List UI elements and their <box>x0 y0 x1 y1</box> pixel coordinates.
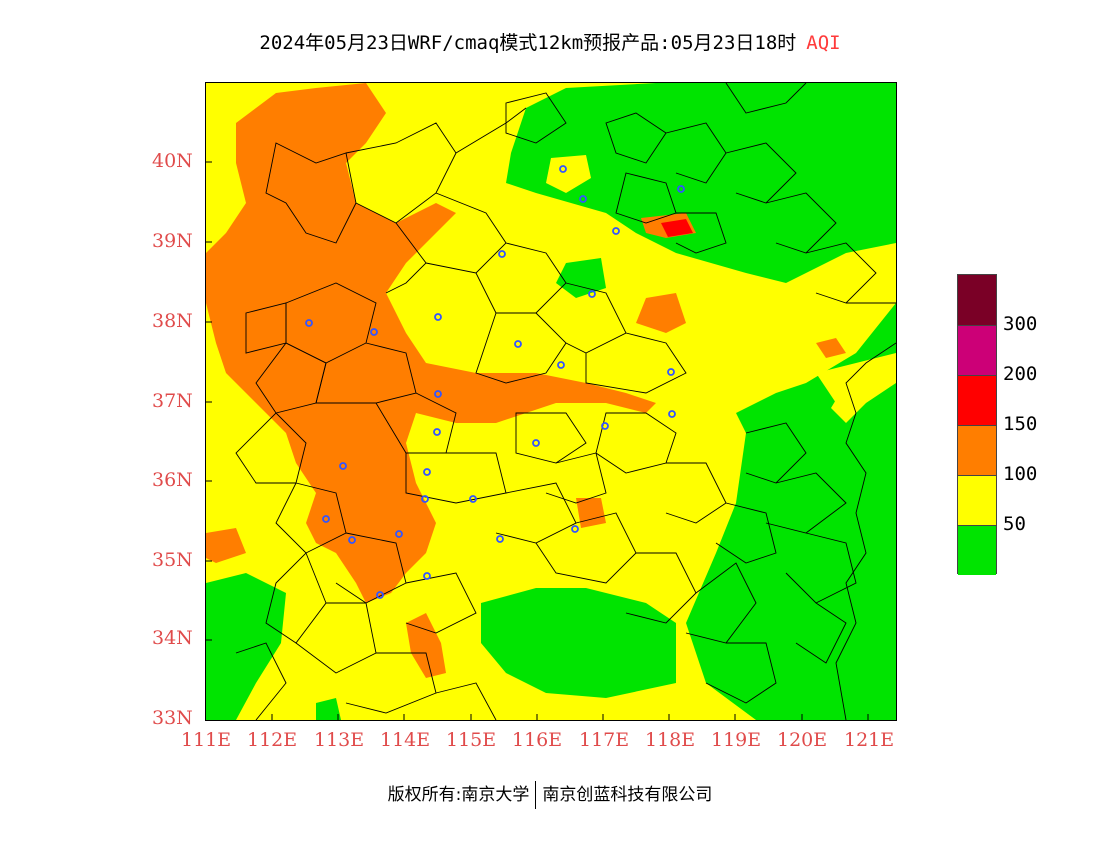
lat-label-39n: 39N <box>152 230 193 252</box>
lat-label-35n: 35N <box>152 549 193 571</box>
copyright-left: 版权所有:南京大学 <box>387 785 530 805</box>
footer-separator <box>535 781 537 809</box>
lat-label-36n: 36N <box>152 469 193 491</box>
lat-label-40n: 40N <box>152 150 193 172</box>
legend-label-300: 300 <box>1003 313 1038 335</box>
frame-ticks <box>206 161 869 720</box>
legend-label-100: 100 <box>1003 463 1038 485</box>
lon-label-117e: 117E <box>579 729 630 751</box>
aqi-legend <box>957 274 997 575</box>
map-title: 2024年05月23日WRF/cmaq模式12km预报产品:05月23日18时 A… <box>0 28 1100 55</box>
legend-swatch-hazardous <box>958 275 996 325</box>
lat-label-38n: 38N <box>152 310 193 332</box>
lat-label-37n: 37N <box>152 390 193 412</box>
unhealthy-zone <box>661 219 693 237</box>
lon-label-113e: 113E <box>314 729 365 751</box>
aqi-map <box>205 82 897 721</box>
lon-label-115e: 115E <box>446 729 497 751</box>
lon-label-118e: 118E <box>645 729 696 751</box>
copyright-footer: 版权所有:南京大学 南京创蓝科技有限公司 <box>0 780 1100 809</box>
legend-label-150: 150 <box>1003 413 1038 435</box>
coastal-moderate <box>816 353 896 423</box>
good-zones <box>206 83 896 720</box>
legend-swatch-very-unhealthy <box>958 325 996 375</box>
lon-label-116e: 116E <box>512 729 563 751</box>
legend-swatch-sensitive <box>958 425 996 475</box>
legend-swatch-unhealthy <box>958 375 996 425</box>
lon-label-112e: 112E <box>247 729 298 751</box>
lon-label-121e: 121E <box>844 729 895 751</box>
map-canvas <box>206 83 896 720</box>
lon-label-120e: 120E <box>777 729 828 751</box>
copyright-right: 南京创蓝科技有限公司 <box>542 785 713 805</box>
lat-label-34n: 34N <box>152 627 193 649</box>
title-aqi-tag: AQI <box>806 32 841 54</box>
legend-swatch-moderate <box>958 475 996 525</box>
title-text: 2024年05月23日WRF/cmaq模式12km预报产品:05月23日18时 <box>259 32 797 54</box>
lon-label-114e: 114E <box>380 729 431 751</box>
legend-label-50: 50 <box>1003 513 1026 535</box>
lat-label-33n: 33N <box>152 707 193 729</box>
legend-swatch-good <box>958 525 996 575</box>
city-markers <box>305 165 685 599</box>
legend-label-200: 200 <box>1003 363 1038 385</box>
lon-label-111e: 111E <box>181 729 232 751</box>
lon-label-119e: 119E <box>711 729 762 751</box>
admin-boundaries <box>235 83 896 720</box>
